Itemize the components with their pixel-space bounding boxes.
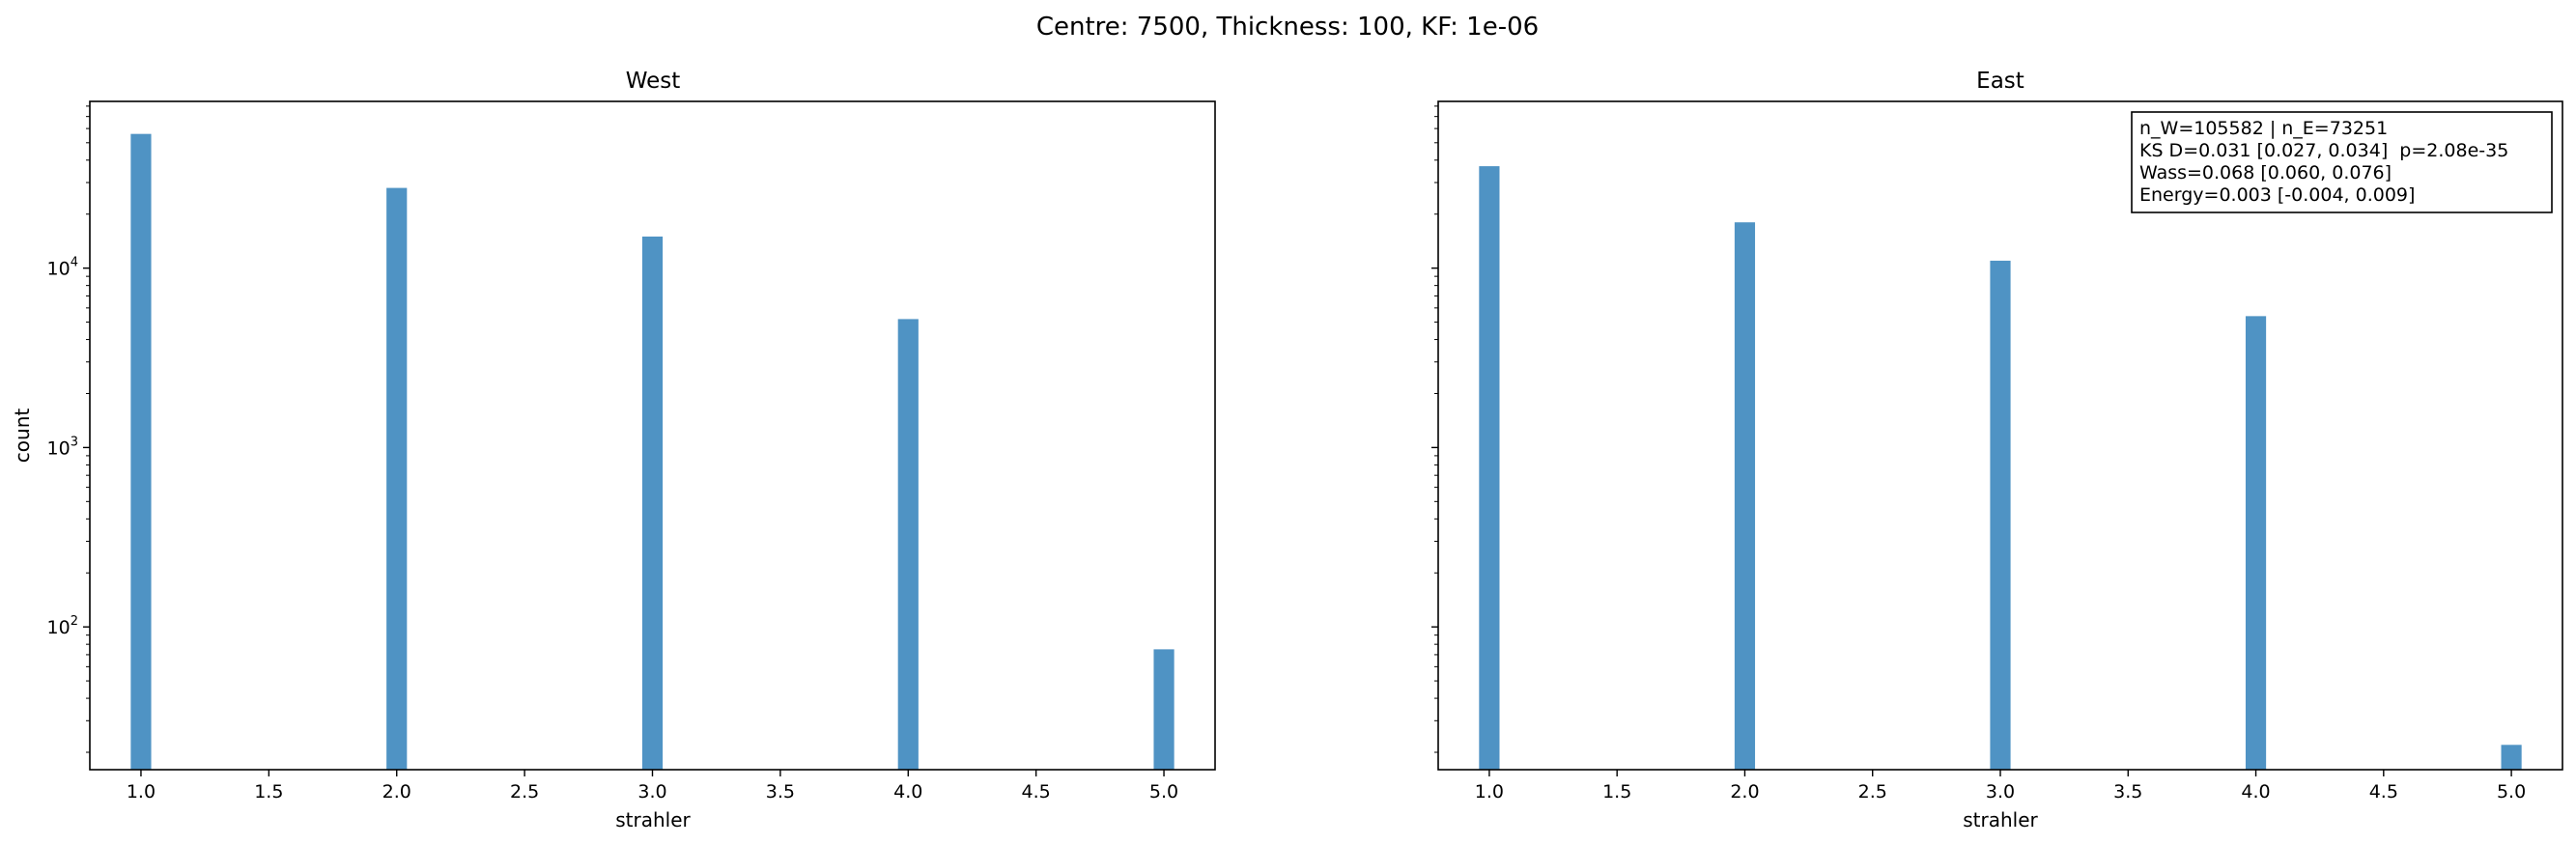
west-bar-strahler-4 [897,319,919,770]
stats-line-wass: Wass=0.068 [0.060, 0.076] [2139,162,2392,183]
west-x-label: strahler [615,808,691,831]
west-y-ticks: 102 103 104 [47,105,90,753]
west-x-tick-label: 3.0 [637,781,666,803]
stats-box-frame [2131,111,2553,213]
west-x-ticks: 1.0 1.5 2.0 2.5 3.0 3.5 4.0 4.5 5.0 [127,770,1178,803]
west-y-label: count [11,408,34,464]
east-y-ticks [1431,105,1438,753]
east-bar-strahler-5 [2501,745,2522,770]
east-x-tick-label: 4.0 [2241,781,2270,803]
east-bars [1479,166,2522,771]
east-x-ticks: 1.0 1.5 2.0 2.5 3.0 3.5 4.0 4.5 5.0 [1475,770,2526,803]
east-x-tick-label: 1.5 [1602,781,1631,803]
east-title: East [1976,69,2024,94]
east-x-tick-label: 5.0 [2497,781,2526,803]
west-bar-strahler-2 [386,187,408,770]
east-x-tick-label: 1.0 [1475,781,1504,803]
stats-line-samples: n_W=105582 | n_E=73251 [2139,118,2388,139]
west-bar-strahler-5 [1153,649,1175,770]
west-x-tick-label: 2.0 [382,781,411,803]
east-bar-strahler-2 [1734,222,1756,770]
west-y-tick-label: 102 [47,614,78,638]
east-x-tick-label: 2.0 [1730,781,1759,803]
east-x-tick-label: 2.5 [1858,781,1887,803]
west-axes-frame [89,100,1216,771]
east-x-tick-label: 3.0 [1986,781,2015,803]
west-x-tick-label: 2.5 [510,781,539,803]
east-bar-strahler-1 [1479,166,1500,771]
west-bar-strahler-3 [641,236,664,771]
figure-suptitle: Centre: 7500, Thickness: 100, KF: 1e-06 [1036,13,1539,42]
west-x-tick-label: 1.5 [254,781,283,803]
west-y-tick-label: 104 [47,256,78,280]
west-x-tick-label: 4.0 [893,781,922,803]
west-title: West [626,69,681,94]
east-x-tick-label: 4.5 [2369,781,2398,803]
stats-line-ks: KS D=0.031 [0.027, 0.034] p=2.08e-35 [2139,140,2508,161]
east-axes-frame [1437,100,2563,771]
east-bar-strahler-4 [2245,316,2267,770]
stats-annotation-box: n_W=105582 | n_E=73251 KS D=0.031 [0.027… [2131,111,2553,213]
east-bar-strahler-3 [1990,260,2011,770]
east-x-label: strahler [1963,808,2038,831]
west-bars [130,133,1175,771]
west-panel: West 1.0 1.5 2.0 2.5 3.0 3.5 4.0 4.5 5.0 1021031… [11,69,1216,831]
east-x-tick-label: 3.5 [2113,781,2142,803]
west-x-tick-label: 4.5 [1022,781,1051,803]
stats-line-energy: Energy=0.003 [-0.004, 0.009] [2139,184,2415,206]
east-panel: East 1.0 1.5 2.0 2.5 3.0 3.5 4.0 4.5 5.0 strahle… [1431,69,2563,831]
west-x-tick-label: 5.0 [1149,781,1178,803]
west-x-tick-label: 3.5 [766,781,795,803]
west-y-tick-label: 103 [47,435,78,459]
west-bar-strahler-1 [130,133,152,770]
west-x-tick-label: 1.0 [127,781,156,803]
